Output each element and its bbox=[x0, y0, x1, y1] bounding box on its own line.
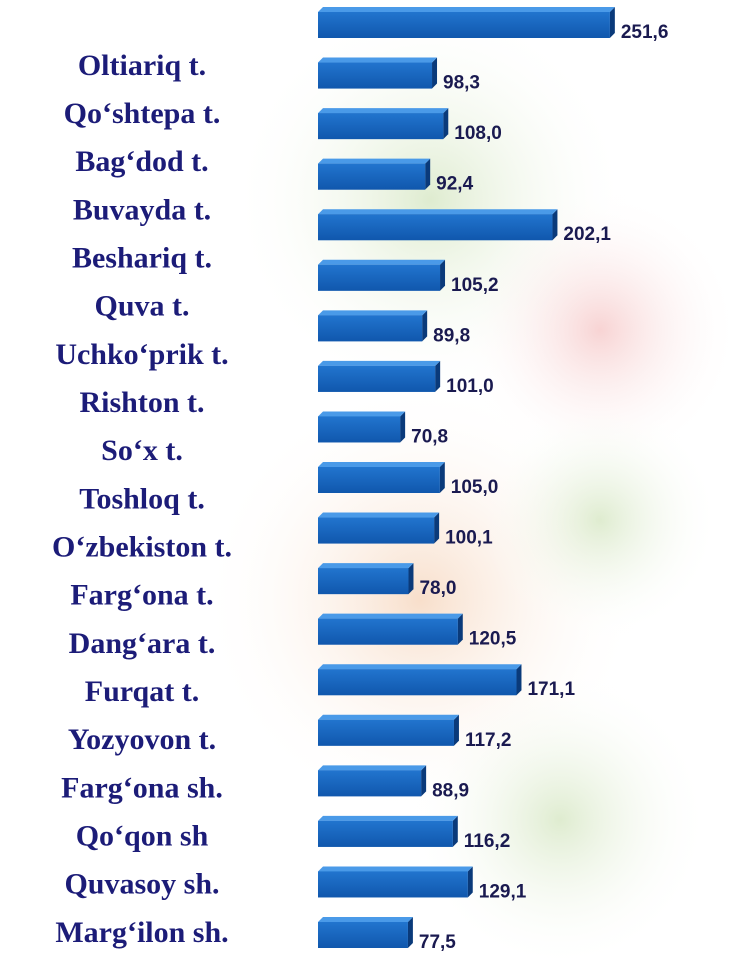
bar-shade bbox=[318, 568, 409, 595]
bar-top bbox=[318, 57, 438, 63]
bar-shade bbox=[318, 922, 408, 948]
category-label: Farg‘ona t. bbox=[70, 579, 213, 612]
value-label: 78,0 bbox=[419, 578, 456, 599]
value-label: 116,2 bbox=[464, 831, 511, 852]
bar-shade bbox=[318, 719, 454, 746]
value-label: 108,0 bbox=[454, 123, 502, 144]
category-label: Marg‘ilon sh. bbox=[55, 916, 228, 949]
bar-shade bbox=[318, 12, 610, 38]
value-label: 98,3 bbox=[443, 73, 480, 94]
value-label: 77,5 bbox=[419, 932, 456, 953]
bar-side bbox=[408, 563, 414, 595]
bar-shade bbox=[318, 163, 426, 190]
bar-side bbox=[425, 158, 431, 190]
category-label: Buvayda t. bbox=[73, 193, 211, 226]
bar-side bbox=[422, 310, 428, 342]
bar-top bbox=[318, 462, 445, 467]
category-label: Beshariq t. bbox=[72, 242, 212, 275]
bar-side bbox=[407, 917, 413, 948]
plot: 251,6 Oltiariq t. 98,3 Qo‘shtepa t. 108,0 Bag… bbox=[52, 7, 668, 953]
bar-side bbox=[552, 209, 558, 241]
value-label: 202,1 bbox=[563, 224, 611, 245]
category-label: Uchko‘prik t. bbox=[55, 338, 228, 371]
bar-side bbox=[516, 664, 522, 696]
category-label: Rishton t. bbox=[79, 386, 204, 419]
value-label: 129,1 bbox=[479, 881, 527, 902]
bar-shade bbox=[318, 669, 517, 696]
category-label: O‘zbekiston t. bbox=[52, 531, 232, 564]
bar-shade bbox=[318, 62, 433, 89]
value-label: 100,1 bbox=[445, 528, 493, 549]
category-label: Yozyovon t. bbox=[68, 723, 216, 756]
bar-shade bbox=[318, 214, 553, 241]
value-label: 101,0 bbox=[446, 376, 494, 397]
bar-shade bbox=[318, 416, 401, 443]
bar-side bbox=[435, 360, 441, 392]
bar-top bbox=[318, 108, 449, 114]
bar-shade bbox=[318, 618, 458, 645]
bar-top bbox=[318, 815, 458, 821]
value-label: 92,4 bbox=[436, 174, 473, 195]
bar-side bbox=[457, 613, 463, 645]
bar-side bbox=[439, 462, 445, 493]
value-label: 120,5 bbox=[469, 629, 517, 650]
category-label: Farg‘ona sh. bbox=[61, 771, 223, 804]
bar-top bbox=[318, 209, 558, 215]
value-label: 89,8 bbox=[433, 325, 470, 346]
bar-side bbox=[440, 259, 446, 291]
value-label: 117,2 bbox=[465, 730, 512, 751]
category-label: Qo‘qon sh bbox=[76, 820, 209, 853]
bar-side bbox=[453, 714, 459, 746]
bar-side bbox=[609, 7, 615, 38]
bar-shade bbox=[318, 113, 444, 140]
value-label: 171,1 bbox=[527, 679, 575, 700]
bar-top bbox=[318, 259, 446, 265]
bar-top bbox=[318, 7, 615, 12]
bar-side bbox=[421, 765, 427, 797]
category-label: Furqat t. bbox=[85, 675, 199, 708]
category-label: Quva t. bbox=[94, 290, 189, 323]
category-label: Bag‘dod t. bbox=[75, 145, 208, 178]
bar-top bbox=[318, 664, 522, 670]
bar-top bbox=[318, 714, 459, 720]
bar-shade bbox=[318, 770, 422, 797]
category-label: Dang‘ara t. bbox=[69, 627, 216, 660]
bar-top bbox=[318, 917, 413, 922]
bar-shade bbox=[318, 517, 435, 544]
bar-side bbox=[434, 512, 440, 544]
value-label: 70,8 bbox=[411, 426, 448, 447]
bar-top bbox=[318, 310, 428, 316]
background-image bbox=[200, 0, 740, 962]
category-label: Quvasoy sh. bbox=[64, 868, 219, 901]
category-label: Toshloq t. bbox=[79, 482, 205, 515]
bar-side bbox=[443, 108, 449, 140]
value-label: 105,2 bbox=[451, 275, 499, 296]
bar-top bbox=[318, 158, 431, 164]
bar-top bbox=[318, 765, 427, 771]
bar-side bbox=[452, 815, 458, 847]
bar-shade bbox=[318, 871, 468, 898]
bar-top bbox=[318, 512, 440, 518]
category-label: Qo‘shtepa t. bbox=[64, 97, 221, 130]
bar-top bbox=[318, 866, 473, 872]
value-label: 251,6 bbox=[621, 22, 669, 43]
bar-top bbox=[318, 563, 414, 569]
bar-shade bbox=[318, 365, 436, 392]
bar-side bbox=[432, 57, 438, 89]
bar-top bbox=[318, 613, 463, 619]
category-label: So‘x t. bbox=[101, 434, 183, 467]
value-label: 105,0 bbox=[451, 477, 499, 498]
bar-top bbox=[318, 411, 406, 417]
category-label: Oltiariq t. bbox=[78, 49, 206, 82]
bar-shade bbox=[318, 315, 423, 342]
bar-shade bbox=[318, 467, 440, 493]
bar-side bbox=[400, 411, 406, 443]
bar-shade bbox=[318, 820, 453, 847]
bar-top bbox=[318, 360, 441, 366]
value-label: 88,9 bbox=[432, 780, 469, 801]
bar-shade bbox=[318, 264, 441, 291]
bar-side bbox=[467, 866, 473, 898]
